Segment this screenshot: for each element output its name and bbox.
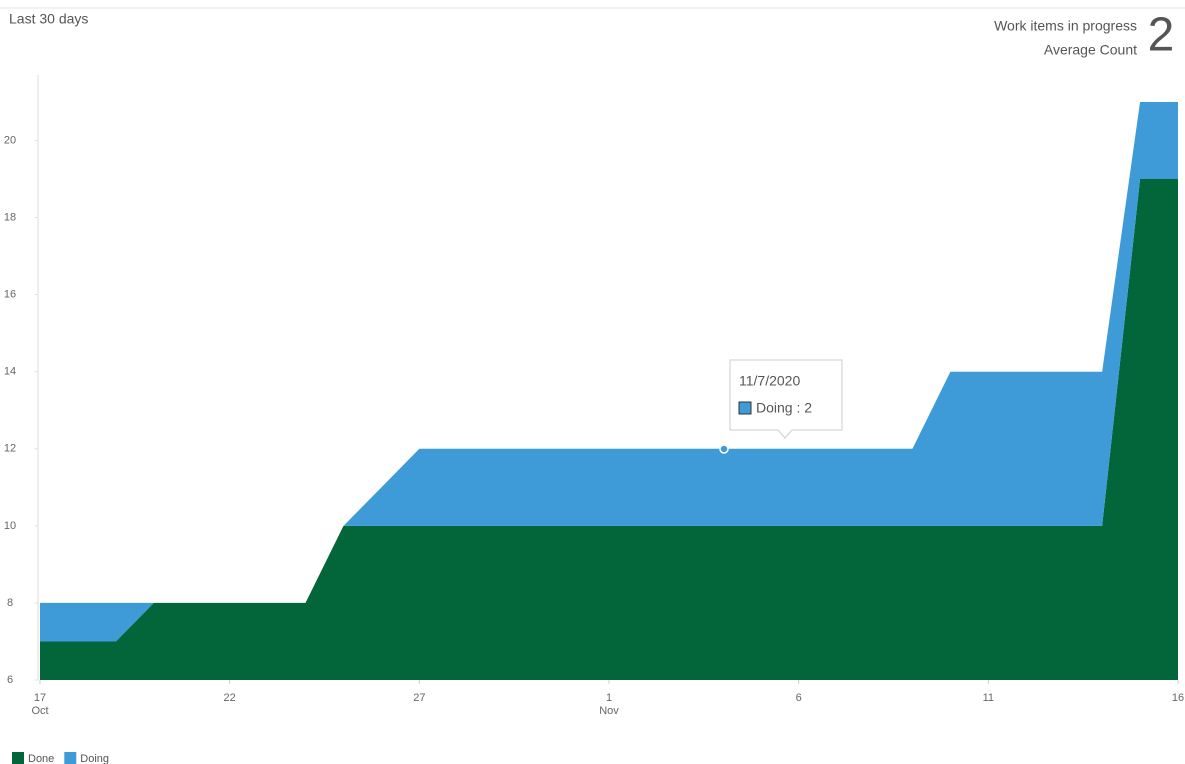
legend-label: Done	[28, 753, 54, 764]
y-tick-label: 12	[4, 443, 16, 455]
tooltip-title: 11/7/2020	[739, 373, 800, 389]
range-label: Last 30 days	[9, 11, 88, 27]
y-tick-label: 6	[7, 674, 13, 686]
x-tick-label: 17	[34, 692, 46, 704]
tooltip-box	[729, 359, 843, 439]
metric-title: Work items in progress	[994, 18, 1137, 34]
x-tick-label: 1	[606, 692, 612, 704]
y-tick-label: 8	[7, 597, 13, 609]
y-tick-label: 16	[4, 289, 16, 301]
hover-dot	[719, 444, 729, 454]
x-tick-label: 22	[224, 692, 236, 704]
tooltip: 11/7/2020 Doing : 2	[729, 359, 843, 439]
tooltip-swatch	[738, 401, 752, 415]
x-tick-sublabel: Oct	[31, 705, 48, 717]
x-tick-sublabel: Nov	[599, 705, 619, 717]
y-tick-label: 14	[4, 366, 16, 378]
area	[40, 179, 1178, 680]
y-tick-label: 18	[4, 211, 16, 223]
y-tick-label: 20	[4, 134, 16, 146]
legend-swatch	[64, 752, 77, 764]
tooltip-label: Doing : 2	[756, 400, 812, 416]
area	[40, 101, 1178, 642]
x-tick-label: 16	[1172, 692, 1184, 704]
metric-value: 2	[1148, 9, 1175, 62]
legend-label: Doing	[80, 753, 109, 764]
x-tick-label: 27	[413, 692, 425, 704]
metric-subtitle: Average Count	[1044, 42, 1137, 58]
legend-swatch	[12, 752, 24, 764]
x-tick-label: 11	[983, 692, 994, 704]
y-tick-label: 10	[4, 520, 16, 532]
x-tick-label: 6	[796, 692, 802, 704]
